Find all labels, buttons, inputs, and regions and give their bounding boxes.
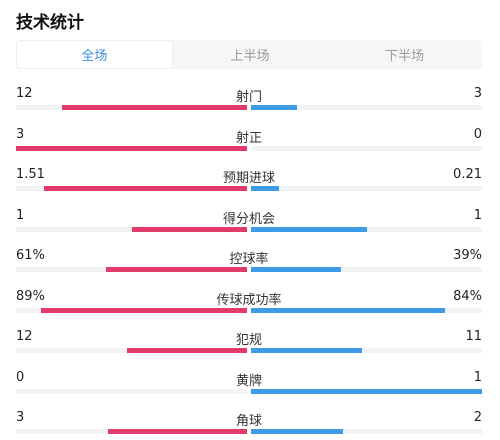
away-bar-track: [251, 307, 482, 313]
stat-name: 射门: [235, 90, 262, 105]
home-bar-track: [16, 348, 247, 353]
away-bar: [251, 105, 298, 110]
stat-row: 61% 控球率 39%: [16, 244, 482, 278]
away-bar: [251, 348, 362, 353]
home-bar-track: [16, 388, 247, 394]
away-value: 84%: [453, 288, 482, 304]
period-tabs: 全场 上半场 下半场: [16, 40, 482, 69]
stat-row: 3 角球 2: [16, 406, 482, 440]
home-bar: [62, 105, 247, 110]
stat-row: 1 得分机会 1: [16, 204, 482, 238]
home-bar-track: [16, 105, 247, 110]
stat-name: 犯规: [235, 333, 262, 348]
away-bar-track: [251, 145, 482, 151]
home-bar-track: [16, 226, 247, 232]
home-bar: [108, 429, 247, 434]
stat-row: 1.51 预期进球 0.21: [16, 163, 482, 197]
away-bar-track: [251, 429, 482, 434]
home-value: 12: [16, 329, 33, 344]
home-bar: [43, 186, 247, 191]
away-bar-track: [251, 226, 482, 232]
home-bar-track: [16, 267, 247, 272]
stat-row: 12 射门 3: [16, 82, 482, 116]
home-bar: [106, 267, 247, 272]
stat-name: 角球: [235, 414, 262, 429]
away-bar-track: [251, 267, 482, 272]
away-value: 1: [473, 207, 482, 223]
away-bar: [251, 388, 482, 394]
home-bar-track: [16, 145, 247, 151]
home-bar: [41, 307, 247, 313]
home-value: 89%: [16, 288, 45, 304]
tab-first-half[interactable]: 上半场: [230, 49, 270, 64]
home-value: 0: [16, 369, 25, 385]
away-bar-track: [251, 186, 482, 191]
home-bar-track: [16, 429, 247, 434]
stat-name: 传球成功率: [216, 292, 282, 308]
away-bar-track: [251, 388, 482, 394]
away-value: 39%: [453, 248, 482, 263]
home-bar: [16, 145, 247, 151]
stat-name: 预期进球: [222, 171, 275, 186]
home-value: 1: [16, 207, 25, 223]
stat-row: 3 射正 0: [16, 123, 482, 157]
away-value: 2: [473, 410, 482, 425]
home-value: 61%: [16, 248, 45, 263]
away-value: 1: [473, 369, 482, 385]
home-bar-track: [16, 307, 247, 313]
page-title: 技术统计: [16, 13, 84, 33]
stat-name: 得分机会: [222, 211, 275, 227]
home-value: 12: [16, 86, 33, 101]
tab-second-half[interactable]: 下半场: [385, 49, 425, 64]
away-bar-track: [251, 105, 482, 110]
home-value: 1.51: [16, 167, 45, 182]
home-bar: [126, 348, 247, 353]
home-value: 3: [16, 410, 25, 425]
tab-full-match[interactable]: 全场: [16, 40, 173, 69]
away-bar: [251, 226, 367, 232]
away-bar: [251, 307, 446, 313]
away-value: 11: [465, 329, 482, 344]
stat-row: 0 黄牌 1: [16, 366, 482, 400]
home-bar: [131, 226, 247, 232]
home-value: 3: [16, 126, 25, 142]
stat-name: 黄牌: [235, 373, 262, 389]
away-value: 0.21: [453, 167, 482, 182]
away-bar: [251, 186, 279, 191]
stat-name: 控球率: [229, 252, 269, 267]
home-bar-track: [16, 186, 247, 191]
stat-row: 89% 传球成功率 84%: [16, 285, 482, 319]
away-bar: [251, 429, 344, 434]
stat-name: 射正: [235, 130, 262, 146]
away-value: 3: [473, 86, 482, 101]
away-bar: [251, 267, 342, 272]
away-bar-track: [251, 348, 482, 353]
stat-row: 12 犯规 11: [16, 325, 482, 359]
away-value: 0: [473, 126, 482, 142]
